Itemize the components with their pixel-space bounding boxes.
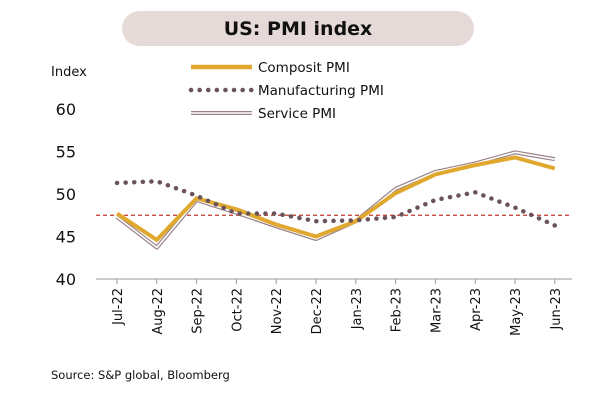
chart-title: US: PMI index — [223, 17, 373, 40]
x-tick-label: Oct-22 — [230, 288, 245, 332]
x-tick-label: May-23 — [509, 288, 524, 336]
chart-title-banner: US: PMI index — [122, 11, 474, 46]
source-note: Source: S&P global, Bloomberg — [51, 368, 230, 382]
legend-label: Composit PMI — [258, 60, 350, 76]
x-tick-label: Dec-22 — [310, 288, 325, 334]
series-service-pmi-line — [115, 150, 556, 250]
x-tick-label: Sep-22 — [191, 288, 206, 334]
y-tick-label: 50 — [56, 185, 76, 204]
plot-area — [96, 150, 570, 250]
x-tick-label: Mar-23 — [429, 288, 444, 333]
y-axis: Index 40 45 50 55 60 — [51, 65, 87, 289]
series-service-pmi-inner — [116, 151, 555, 249]
x-tick-label: Apr-23 — [469, 288, 484, 331]
y-tick-label: 60 — [56, 100, 76, 119]
x-tick-label: Nov-22 — [270, 288, 285, 334]
series-composit-pmi-line — [115, 155, 556, 242]
x-tick-label: Jul-22 — [111, 288, 126, 326]
legend-label: Manufacturing PMI — [258, 83, 384, 99]
x-axis: Jul-22 Aug-22 Sep-22 Oct-22 Nov-22 Dec-22 Jan-… — [96, 278, 572, 336]
y-tick-label: 55 — [56, 143, 76, 162]
y-tick-label: 45 — [56, 228, 76, 247]
legend: Composit PMI Manufacturing PMI Service PMI — [188, 60, 384, 122]
x-tick-label: Aug-22 — [151, 288, 166, 335]
y-axis-label: Index — [51, 65, 87, 80]
x-tick-label: Feb-23 — [390, 288, 405, 332]
y-tick-label: 40 — [56, 270, 76, 289]
legend-label: Service PMI — [258, 106, 336, 122]
x-tick-label: Jun-23 — [549, 288, 564, 331]
x-tick-label: Jan-23 — [350, 288, 365, 330]
series-manufacturing-pmi-line — [114, 179, 558, 228]
